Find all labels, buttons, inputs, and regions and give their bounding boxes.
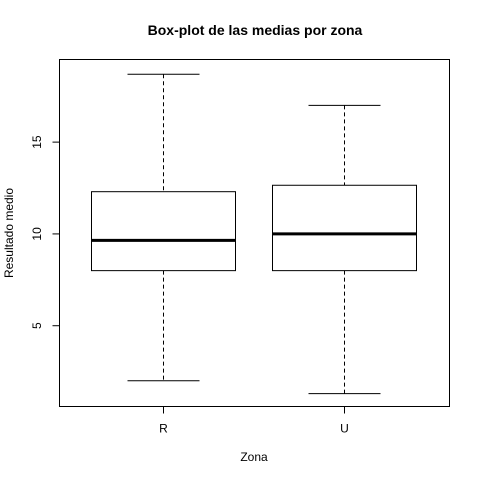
x-tick-label: R	[159, 422, 168, 436]
y-axis-label: Resultado medio	[2, 188, 16, 278]
y-axis: 5 10 15	[30, 135, 60, 329]
y-tick-label: 10	[30, 227, 44, 241]
x-axis-label: Zona	[240, 450, 268, 464]
boxes	[91, 73, 417, 395]
y-tick-label: 5	[30, 322, 44, 329]
iqr-box	[272, 184, 417, 272]
x-tick-label: U	[340, 422, 349, 436]
box-group-U	[272, 104, 417, 395]
chart-title: Box-plot de las medias por zona	[148, 22, 363, 38]
iqr-box	[91, 191, 236, 272]
box-group-R	[91, 73, 236, 382]
y-tick-label: 15	[30, 135, 44, 149]
